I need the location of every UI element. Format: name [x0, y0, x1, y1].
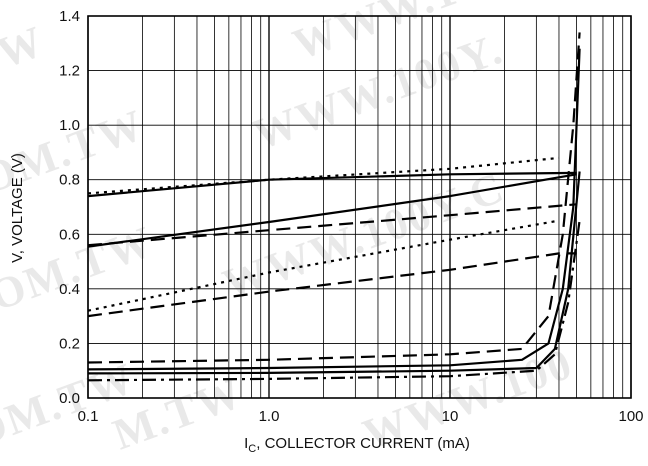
- y-tick-label: 0.0: [59, 390, 80, 407]
- y-tick-labels: 0.0 0.2 0.4 0.6 0.8 1.0 1.2 1.4: [59, 8, 80, 407]
- series-line-1: [87, 156, 560, 195]
- watermark: .TW .COM.TW .COM.TW .COM.TW WWW.100Y. WW…: [0, 0, 579, 466]
- series-line-6: [87, 252, 577, 318]
- series-line-8: [87, 48, 581, 371]
- y-tick-label: 1.4: [59, 8, 80, 25]
- x-tick-label: 10: [442, 408, 459, 425]
- series-line-2: [87, 171, 577, 198]
- x-axis-title-rest: , COLLECTOR CURRENT (mA): [256, 435, 470, 452]
- x-tick-label: 0.1: [78, 408, 99, 425]
- x-axis-title: IC, COLLECTOR CURRENT (mA): [244, 435, 470, 455]
- y-tick-label: 0.4: [59, 281, 80, 298]
- series-lines: [87, 32, 581, 382]
- series-line-7: [87, 32, 581, 364]
- y-tick-label: 1.0: [59, 117, 80, 134]
- y-tick-label: 0.8: [59, 172, 80, 189]
- svg-text:.TW: .TW: [0, 16, 51, 93]
- x-tick-label: 100: [618, 408, 643, 425]
- x-axis-title-main: I: [244, 435, 248, 452]
- y-tick-label: 0.2: [59, 335, 80, 352]
- series-line-5: [87, 219, 560, 312]
- y-tick-label: 0.6: [59, 226, 80, 243]
- series-line-10: [87, 220, 581, 382]
- x-tick-label: 1.0: [259, 408, 280, 425]
- y-axis-title: V, VOLTAGE (V): [9, 153, 26, 263]
- x-axis-title-sub: C: [248, 443, 256, 455]
- x-tick-labels: 0.1 1.0 10 100: [78, 408, 644, 425]
- plot-frame: [87, 15, 632, 399]
- series-line-9: [87, 171, 581, 375]
- series-line-3: [87, 203, 577, 247]
- y-tick-label: 1.2: [59, 63, 80, 80]
- series-line-4: [87, 173, 577, 248]
